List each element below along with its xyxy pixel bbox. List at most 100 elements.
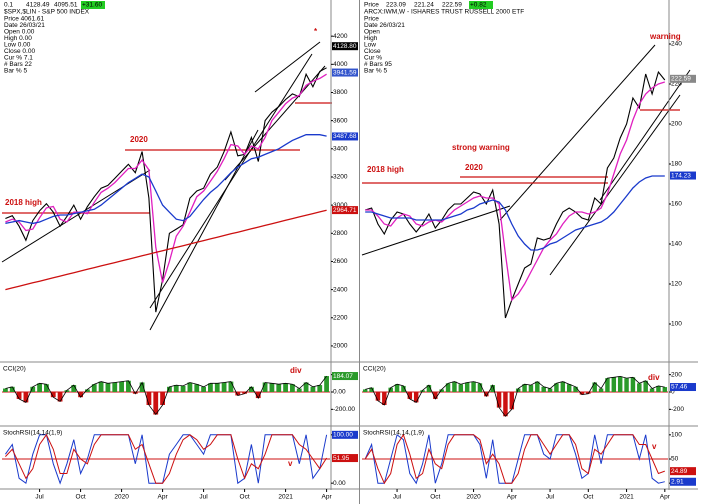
cci-bar: [484, 392, 489, 397]
cci-bar: [452, 381, 457, 392]
cci-bar: [509, 392, 515, 410]
cci-bar: [458, 384, 464, 392]
y-tick-label: 3000: [333, 202, 348, 209]
x-tick-label: Apr: [322, 494, 333, 501]
cci-bar: [503, 392, 508, 417]
info-line: # Bars 95: [364, 61, 392, 68]
cci-bar: [369, 387, 374, 392]
trend-line: [254, 41, 321, 93]
value-tag: [670, 477, 696, 486]
cci-bar: [9, 386, 15, 392]
y-tick-label: 0: [671, 389, 675, 396]
info-line: Low: [364, 42, 376, 49]
price-tag: [670, 74, 696, 83]
annotation: 2018 high: [5, 198, 42, 207]
info-line: # Bars 22: [4, 61, 32, 68]
cci-bar: [388, 387, 393, 392]
stoch-line: [364, 433, 665, 485]
cci-bar: [112, 382, 118, 392]
y-tick-label: 3400: [333, 146, 348, 153]
info-line: Date 26/03/21: [364, 22, 405, 29]
cci-bar: [592, 382, 597, 392]
price-tag: [332, 68, 358, 77]
value-tag-label: 2.91: [671, 478, 684, 485]
info-line: Price: [364, 16, 379, 23]
series-line: [5, 134, 327, 225]
value-tag-label: 24.89: [671, 468, 688, 475]
cci-bar: [624, 378, 629, 392]
cci-bar: [221, 382, 227, 392]
cci-bar: [235, 392, 241, 396]
cci-bar: [262, 382, 268, 392]
header-value: 222.59: [442, 2, 462, 9]
cci-bar: [407, 392, 413, 399]
x-tick-label: 2020: [114, 494, 129, 501]
header-value: 0.1: [4, 2, 13, 9]
cci-bar: [3, 388, 8, 392]
header-value: 221.24: [414, 2, 434, 9]
trend-lines: [1, 41, 691, 331]
cci-bar: [413, 392, 419, 403]
cci-bar: [50, 392, 56, 398]
info-line: Close 0.00: [4, 48, 35, 55]
cci-bar: [173, 385, 179, 392]
y-tick-label: 120: [671, 281, 682, 288]
annotation: 2018 high: [367, 165, 404, 174]
cci-bar: [180, 385, 186, 392]
cci-bar: [194, 384, 200, 392]
y-tick-label: 100: [671, 432, 682, 439]
cci-bar: [98, 381, 104, 392]
cci-bar: [146, 392, 152, 405]
cci-bar: [547, 388, 553, 392]
cci-bar: [605, 378, 610, 392]
y-tick-label: -200.00: [333, 406, 355, 413]
y-tick-label: 4000: [333, 61, 348, 68]
cci-bar: [535, 381, 540, 392]
y-tick-label: 240: [671, 41, 682, 48]
header-value: +0.82: [470, 2, 487, 9]
x-tick-label: Apr: [660, 494, 671, 501]
cci-bar: [656, 385, 661, 392]
y-tick-label: 2800: [333, 230, 348, 237]
x-tick-label: Oct: [583, 494, 593, 501]
series-line: [365, 175, 665, 251]
cci-line: [5, 375, 327, 416]
cci-bar: [566, 384, 572, 392]
x-tick-label: Oct: [240, 494, 250, 501]
cci-bar: [464, 382, 470, 392]
info-line: High: [364, 35, 378, 42]
info-line: High 0.00: [4, 35, 32, 42]
y-tick-label: 3600: [333, 117, 348, 124]
y-tick-label: 200: [671, 371, 682, 378]
y-tick-label: 4200: [333, 33, 348, 40]
y-tick-label: 0.00: [333, 480, 346, 487]
cci-bar: [30, 386, 36, 392]
info-line: Cur % 7.1: [4, 55, 33, 62]
series-line: [5, 73, 327, 283]
cci-bar: [228, 381, 234, 392]
price-tag: [332, 132, 358, 141]
cci-bar: [290, 384, 295, 392]
cci-bar: [201, 386, 206, 392]
annotation: div: [648, 373, 660, 382]
info-line: Bar % 5: [4, 68, 28, 75]
cci-bar: [528, 385, 534, 392]
annotation: *: [314, 27, 318, 36]
info-line: Cur %: [364, 55, 382, 62]
cci-bar: [23, 392, 29, 403]
cci-bar: [560, 381, 566, 392]
x-tick-label: Oct: [430, 494, 440, 501]
cci-bar: [16, 392, 22, 399]
annotation: 2020: [130, 135, 148, 144]
y-tick-label: 200: [671, 121, 682, 128]
panel-title: StochRSI(14,14(1,9): [3, 430, 62, 437]
header-value: 4128.49: [26, 2, 50, 9]
value-tag-label: 184.07: [333, 373, 353, 380]
x-tick-label: Jul: [393, 494, 402, 501]
cci-bar: [554, 383, 559, 392]
cci-bar: [630, 377, 636, 392]
cci-bar: [394, 384, 400, 392]
cci-bar: [324, 376, 329, 392]
y-tick-label: 2000: [333, 343, 348, 350]
panel-title: StochRSI(14,14,(1,9): [363, 430, 424, 437]
